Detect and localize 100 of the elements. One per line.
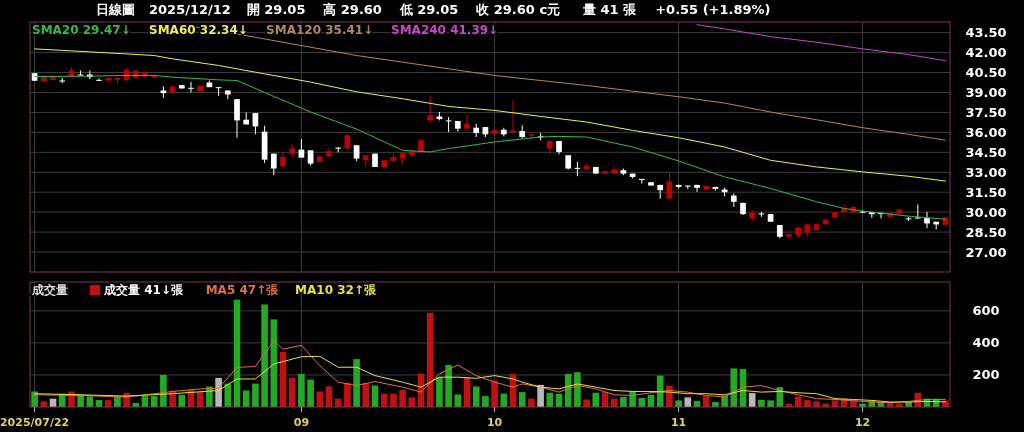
candlestick: [427, 94, 434, 123]
text: SMA240 41.39↓: [391, 23, 499, 37]
candlestick: [188, 81, 194, 93]
legend-label: 成交量 41↓張: [103, 283, 184, 297]
bar: [804, 400, 811, 407]
bar: [472, 386, 480, 407]
bar: [638, 398, 646, 407]
bar: [150, 396, 158, 407]
bar: [748, 393, 756, 407]
bar: [620, 397, 627, 407]
bar: [399, 389, 406, 407]
bar: [344, 382, 351, 407]
bar: [380, 393, 388, 407]
text: 開 29.05: [246, 2, 306, 17]
text: MA5 47↑張: [205, 283, 280, 297]
x-tick-label: 09: [293, 416, 310, 429]
line-series: [34, 74, 946, 220]
bar: [390, 393, 397, 407]
bar: [242, 390, 250, 407]
bar: [40, 401, 48, 407]
bar: [362, 383, 370, 407]
bar: [656, 375, 664, 407]
bar: [316, 391, 324, 407]
bar: [261, 304, 268, 407]
line-series: [34, 355, 946, 403]
bar: [252, 383, 259, 407]
chart-title: 成交量: [31, 283, 68, 297]
bar: [298, 373, 305, 407]
bar: [583, 399, 590, 407]
text: MA10 32↑張: [295, 283, 377, 297]
text: 高 29.60: [323, 2, 382, 17]
bar: [31, 391, 38, 407]
text: 2025/12/12: [149, 2, 231, 17]
x-tick-label: 2025/07/22: [0, 416, 70, 429]
candlestick: [234, 98, 240, 139]
bar: [500, 393, 508, 407]
bar: [408, 397, 416, 407]
bar: [767, 400, 774, 407]
y-tick-label: 31.50: [965, 184, 1007, 200]
y-tick-label: 36.00: [965, 124, 1007, 140]
candlestick: [510, 99, 516, 135]
bar: [537, 384, 544, 407]
bar: [270, 319, 278, 407]
text: SMA20 29.47↓: [32, 23, 131, 37]
candlestick: [924, 211, 930, 229]
bar: [160, 374, 167, 407]
bar: [436, 377, 443, 407]
bar: [794, 396, 802, 407]
bar: [574, 372, 581, 407]
y-tick-label: 34.50: [965, 144, 1007, 160]
line-series: [34, 340, 946, 404]
y-tick-label: 40.50: [965, 65, 1007, 81]
y-tick-label: 27.00: [965, 244, 1007, 260]
bar: [592, 392, 600, 407]
bar: [114, 397, 121, 407]
y-tick-label: 37.50: [965, 104, 1007, 120]
text: +0.55 (+1.89%): [655, 2, 771, 17]
y-tick-label: 33.00: [965, 164, 1007, 180]
y-tick-label: 28.50: [965, 224, 1007, 240]
bar: [730, 368, 738, 407]
bar: [518, 392, 526, 407]
bar: [288, 377, 296, 407]
bar: [546, 392, 554, 407]
bar: [702, 396, 710, 407]
line-series: [696, 24, 946, 62]
bar: [353, 359, 360, 407]
y-tick-label: 39.00: [965, 85, 1007, 101]
bar: [675, 400, 682, 407]
bar: [454, 394, 462, 407]
x-tick-label: 11: [670, 416, 687, 429]
y-tick-label: 400: [972, 335, 1000, 351]
y-tick-label: 42.00: [965, 45, 1007, 61]
y-tick-label: 600: [972, 303, 1000, 319]
bar: [104, 400, 112, 407]
candlestick: [464, 113, 470, 131]
bar: [178, 394, 186, 407]
y-tick-label: 30.00: [965, 204, 1007, 220]
text: 收 29.60 c元: [476, 2, 561, 17]
bar: [307, 379, 314, 407]
line-series: [34, 48, 946, 182]
x-tick-label: 10: [486, 416, 503, 429]
bar: [426, 312, 434, 407]
bar: [86, 396, 94, 407]
bar: [482, 396, 489, 407]
text: 量 41 張: [581, 2, 638, 17]
bar: [564, 373, 572, 407]
candlestick: [694, 184, 700, 193]
chart-title: 日線圖: [96, 2, 135, 17]
series-label: SMA120 35.41↓: [266, 23, 374, 37]
bar: [491, 380, 498, 407]
y-tick-label: 200: [972, 367, 1000, 383]
x-tick-label: 12: [854, 416, 871, 429]
bar: [684, 397, 692, 407]
series-label: SMA60 32.34↓: [149, 23, 248, 37]
y-tick-label: 43.50: [965, 25, 1007, 41]
text: 低 29.05: [398, 2, 459, 17]
bar: [813, 401, 820, 407]
bar: [196, 392, 204, 407]
bar: [224, 383, 232, 407]
bar: [445, 365, 452, 407]
